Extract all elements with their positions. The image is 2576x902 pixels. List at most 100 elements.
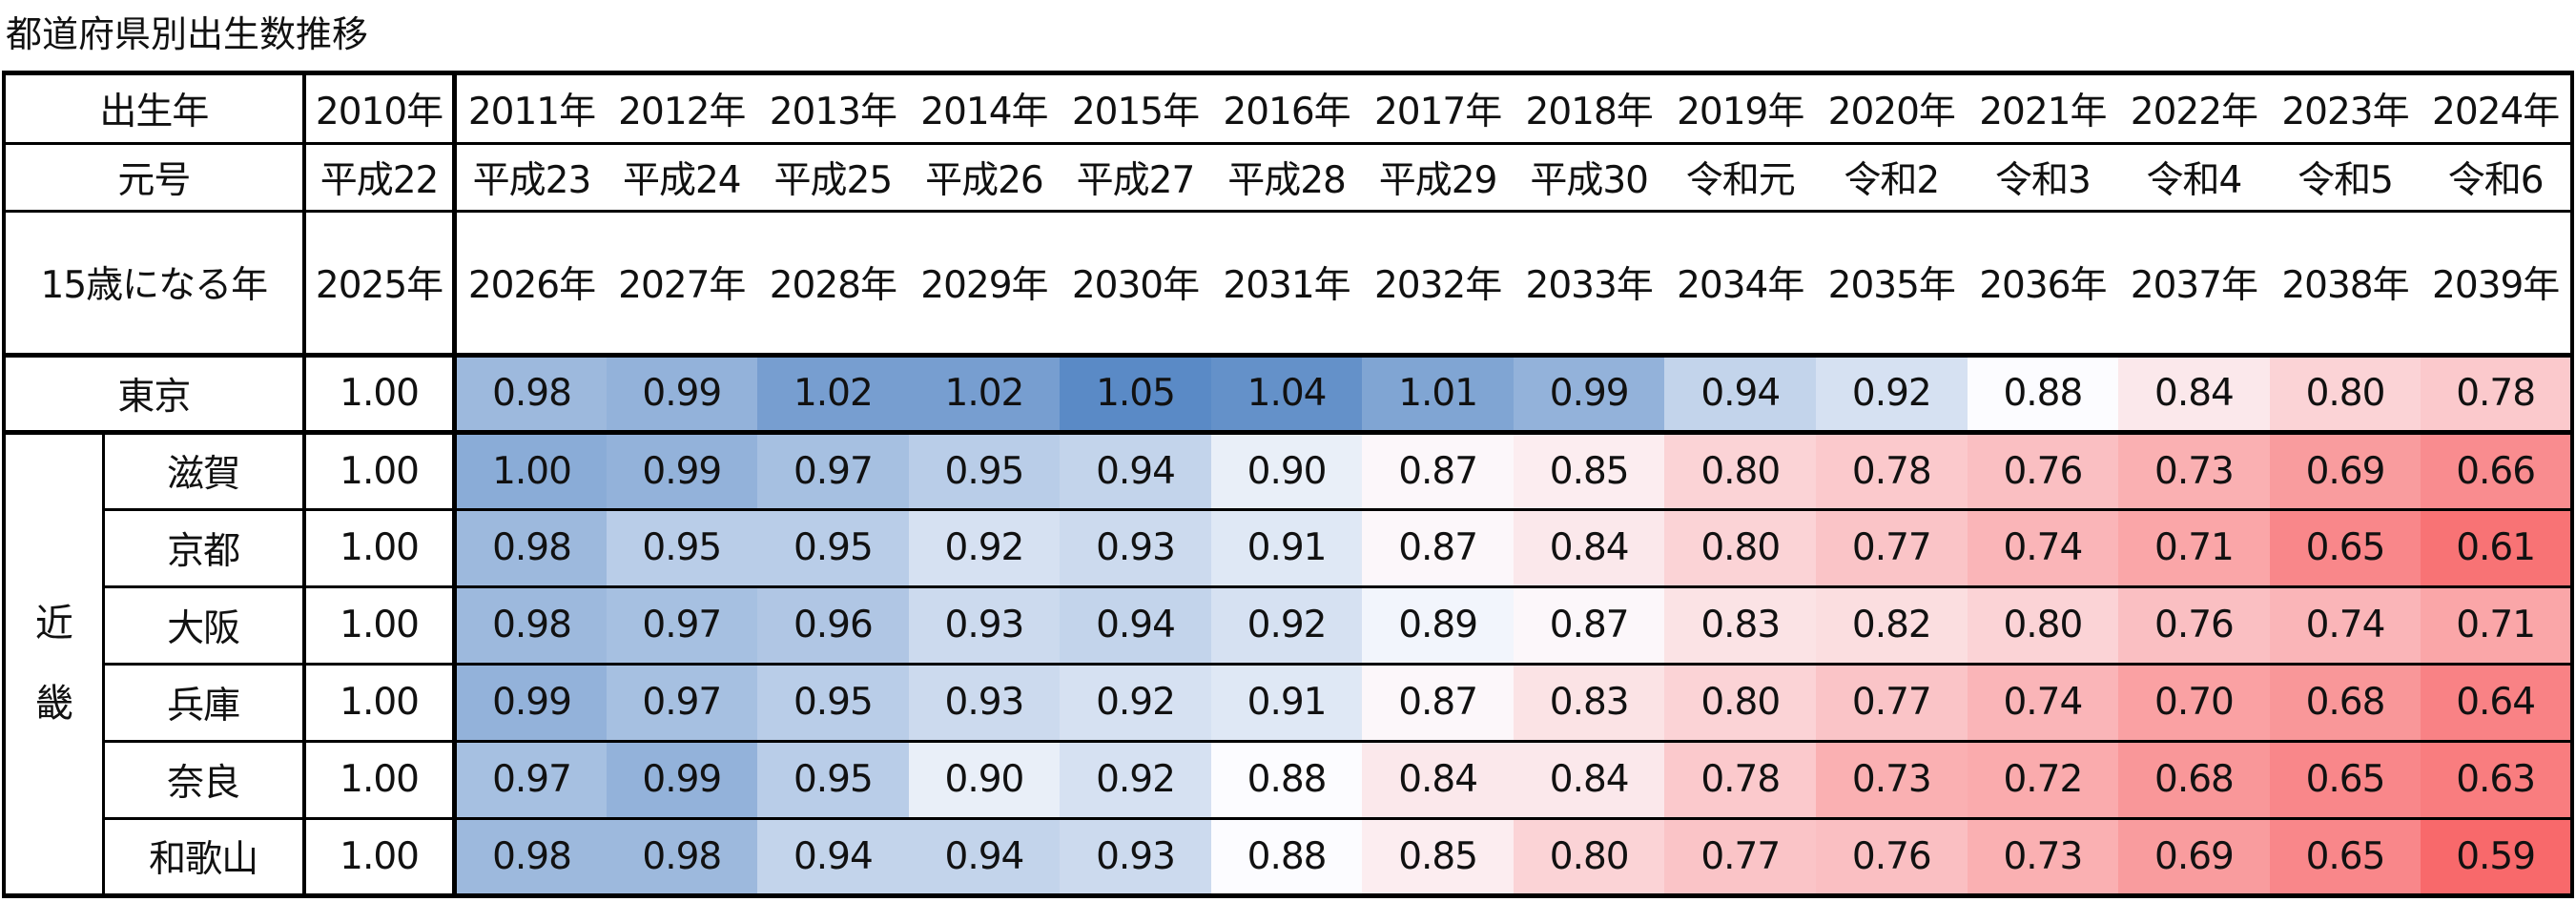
heat-cell: 0.84 [1362,741,1514,820]
heat-cell: 0.71 [2421,586,2572,666]
header-label: 元号 [4,143,306,213]
header-cell: 2032年 [1362,211,1514,358]
header-cell: 2030年 [1060,211,1211,358]
header-cell: 2017年 [1362,72,1514,145]
heat-cell: 0.83 [1513,664,1665,743]
heat-cell: 0.93 [908,664,1061,743]
base-value-cell: 1.00 [303,432,458,511]
header-cell: 2036年 [1967,211,2119,358]
heat-cell: 0.93 [908,586,1061,666]
heat-cell: 0.77 [1664,818,1817,896]
row-label: 兵庫 [103,664,306,743]
heat-cell: 0.80 [1664,432,1817,511]
heat-cell: 1.02 [757,355,909,435]
heat-cell: 1.05 [1060,355,1211,435]
header-cell: 平成25 [757,143,909,213]
heat-cell: 0.83 [1664,586,1817,666]
header-cell: 2024年 [2421,72,2572,145]
birth-index-heatmap: 出生年 2010年 2011年 2012年 2013年 2014年 2015年 2016年 20… [2,71,2574,898]
heat-cell: 0.92 [1816,355,1968,435]
heat-cell: 0.76 [2118,586,2270,666]
header-cell: 2015年 [1060,72,1211,145]
header-cell: 2025年 [303,211,458,358]
heat-cell: 0.77 [1816,664,1968,743]
base-value-cell: 1.00 [303,586,458,666]
heat-cell: 0.87 [1362,432,1514,511]
heat-cell: 0.99 [454,664,607,743]
header-cell: 2026年 [454,211,607,358]
header-cell: 2022年 [2118,72,2270,145]
heat-cell: 0.72 [1967,741,2119,820]
heat-cell: 0.97 [454,741,607,820]
header-cell: 2019年 [1664,72,1817,145]
heat-cell: 0.73 [2118,432,2270,511]
heat-cell: 0.84 [2118,355,2270,435]
heat-cell: 0.71 [2118,509,2270,588]
data-row: 和歌山 1.00 0.98 0.98 0.94 0.94 0.93 0.88 0.85 0.80 0… [4,818,2572,896]
heat-cell: 0.78 [1664,741,1817,820]
header-label: 出生年 [4,72,306,145]
heat-cell: 0.90 [1210,432,1363,511]
heat-cell: 0.99 [1513,355,1665,435]
header-cell: 2013年 [757,72,909,145]
header-cell: 2021年 [1967,72,2119,145]
header-cell: 2011年 [454,72,607,145]
heat-cell: 0.94 [1060,586,1211,666]
header-label: 15歳になる年 [4,211,306,358]
heat-cell: 1.00 [454,432,607,511]
heat-cell: 0.89 [1362,586,1514,666]
header-cell: 2023年 [2269,72,2421,145]
heat-cell: 0.74 [2269,586,2421,666]
heat-cell: 0.80 [1513,818,1665,896]
row-label: 京都 [103,509,306,588]
heat-cell: 0.74 [1967,509,2119,588]
heat-cell: 0.80 [1967,586,2119,666]
heat-cell: 0.77 [1816,509,1968,588]
heat-cell: 0.78 [2421,355,2572,435]
heat-cell: 0.61 [2421,509,2572,588]
header-cell: 令和元 [1664,143,1817,213]
heat-cell: 0.85 [1362,818,1514,896]
header-cell: 2012年 [606,72,758,145]
heat-cell: 0.80 [2269,355,2421,435]
heat-cell: 0.65 [2269,509,2421,588]
heat-cell: 1.02 [908,355,1061,435]
base-value-cell: 1.00 [303,818,458,896]
heat-cell: 1.04 [1210,355,1363,435]
heat-cell: 0.66 [2421,432,2572,511]
heat-cell: 0.82 [1816,586,1968,666]
header-cell: 2020年 [1816,72,1968,145]
header-cell: 令和3 [1967,143,2119,213]
header-cell: 令和5 [2269,143,2421,213]
heat-cell: 0.97 [606,586,758,666]
heat-cell: 0.65 [2269,818,2421,896]
header-cell: 2018年 [1513,72,1665,145]
data-row: 京都 1.00 0.98 0.95 0.95 0.92 0.93 0.91 0.87 0.84 0.… [4,509,2572,588]
heat-cell: 0.99 [606,741,758,820]
data-row: 近畿滋賀 1.00 1.00 0.99 0.97 0.95 0.94 0.90 0.87 0.85… [4,432,2572,896]
header-cell: 平成23 [454,143,607,213]
header-cell: 2031年 [1210,211,1363,358]
heat-cell: 0.95 [757,741,909,820]
data-row: 兵庫 1.00 0.99 0.97 0.95 0.93 0.92 0.91 0.87 0.83 0.… [4,664,2572,743]
heat-cell: 0.84 [1513,509,1665,588]
heat-cell: 0.85 [1513,432,1665,511]
header-cell: 2037年 [2118,211,2270,358]
heat-cell: 0.80 [1664,509,1817,588]
data-row: 奈良 1.00 0.97 0.99 0.95 0.90 0.92 0.88 0.84 0.84 0.… [4,741,2572,820]
header-row: 元号 平成22 平成23 平成24 平成25 平成26 平成27 平成28 平成29 平成30 令和… [4,143,2572,213]
header-row: 出生年 2010年 2011年 2012年 2013年 2014年 2015年 2016年 20… [4,72,2572,145]
heat-cell: 0.92 [1060,741,1211,820]
header-cell: 平成28 [1210,143,1363,213]
heat-cell: 0.94 [908,818,1061,896]
heat-cell: 0.98 [454,355,607,435]
heat-cell: 0.87 [1362,664,1514,743]
heat-cell: 0.69 [2269,432,2421,511]
heat-cell: 0.68 [2269,664,2421,743]
heat-cell: 0.63 [2421,741,2572,820]
header-cell: 2039年 [2421,211,2572,358]
heat-cell: 0.96 [757,586,909,666]
heat-cell: 0.95 [757,664,909,743]
header-cell: 平成22 [303,143,458,213]
heat-cell: 0.92 [908,509,1061,588]
